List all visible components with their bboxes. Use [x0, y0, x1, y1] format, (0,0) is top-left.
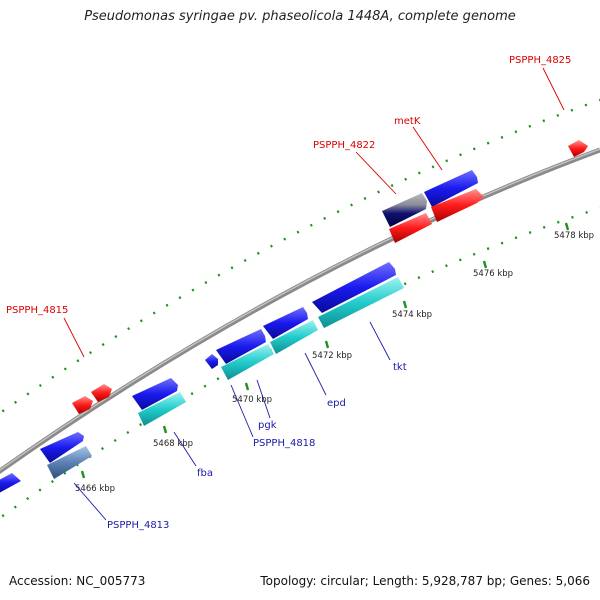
tick-mark	[402, 300, 408, 309]
red-feature	[389, 213, 432, 243]
red-feature	[431, 189, 484, 222]
red-feature	[568, 140, 588, 157]
cyan-feature	[138, 392, 186, 426]
accession-text: Accession: NC_005773	[9, 574, 146, 588]
tick-mark	[162, 425, 168, 434]
gene-label: PSPPH_4822	[313, 140, 375, 151]
reverse-strand-features	[47, 140, 588, 479]
leader-line	[355, 151, 397, 195]
blue-feature	[424, 170, 478, 207]
genome-stats-text: Topology: circular; Length: 5,928,787 bp…	[260, 574, 590, 588]
cyan-feature	[221, 344, 274, 380]
blue-feature	[132, 378, 178, 410]
gene-label: PSPPH_4818	[253, 438, 315, 449]
tick-label: 5474 kbp	[392, 310, 432, 320]
tick-mark	[564, 222, 570, 231]
blue-feature	[263, 307, 308, 339]
genome-backbone-highlight	[0, 148, 600, 471]
tick-label: 5470 kbp	[232, 395, 272, 405]
map-title: Pseudomonas syringae pv. phaseolicola 14…	[84, 9, 516, 24]
leader-line	[63, 317, 85, 358]
genome-backbone	[0, 147, 600, 475]
scale-ticks	[80, 222, 570, 479]
blue-feature	[0, 473, 21, 493]
gene-label: PSPPH_4825	[509, 55, 571, 66]
leader-line	[73, 482, 107, 521]
tick-mark	[324, 340, 330, 349]
leader-line	[369, 321, 391, 361]
grey-navy-feature	[382, 193, 427, 227]
tick-mark	[80, 470, 86, 479]
inner-tick-ring	[0, 206, 600, 520]
gene-label: PSPPH_4813	[107, 520, 169, 531]
tick-mark	[482, 260, 488, 269]
tick-label: 5466 kbp	[75, 484, 115, 494]
cyan-feature	[270, 320, 318, 354]
gene-label: epd	[327, 398, 346, 409]
leader-line	[412, 126, 443, 171]
leader-line	[304, 352, 327, 396]
tick-label: 5468 kbp	[153, 439, 193, 449]
blue-feature	[216, 329, 266, 364]
cyan-feature	[318, 277, 404, 328]
steel-feature	[47, 446, 92, 479]
blue-feature	[312, 262, 396, 313]
tick-mark	[244, 382, 250, 391]
leader-line	[173, 431, 197, 467]
red-feature	[72, 396, 93, 414]
tick-label: 5472 kbp	[312, 351, 352, 361]
tick-label: 5478 kbp	[554, 231, 594, 241]
tick-label: 5476 kbp	[473, 269, 513, 279]
gene-label: fba	[197, 468, 213, 479]
leader-line	[256, 379, 271, 419]
leader-line	[542, 67, 565, 111]
blue-feature	[40, 432, 84, 463]
forward-strand-features	[0, 170, 478, 493]
gene-label: PSPPH_4815	[6, 305, 68, 316]
gene-label: tkt	[393, 362, 407, 373]
blue-feature	[205, 354, 218, 369]
label-leaders	[63, 67, 565, 521]
red-feature	[91, 384, 112, 402]
leader-line	[230, 384, 254, 438]
outer-tick-ring	[0, 98, 600, 415]
gene-label: metK	[394, 116, 421, 127]
gene-label: pgk	[258, 420, 277, 431]
